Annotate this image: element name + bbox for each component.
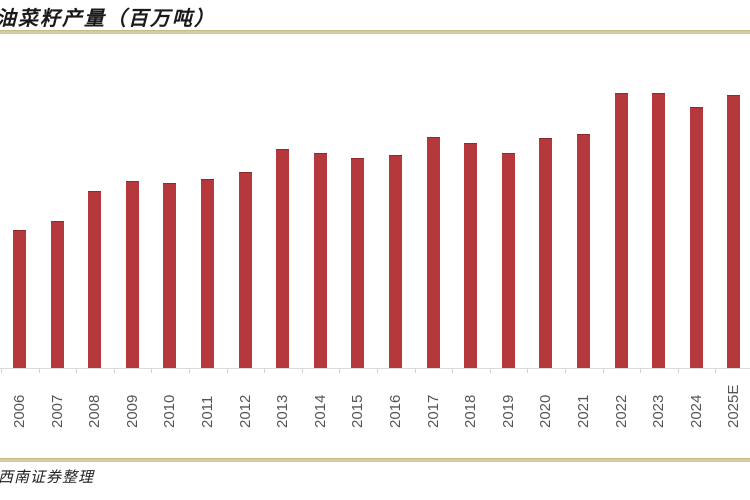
x-tick-label: 2020 — [537, 394, 555, 428]
x-tick-label: 2011 — [199, 395, 216, 428]
bar-2021 — [577, 133, 590, 368]
bar-2017 — [426, 137, 440, 368]
bar-2006 — [13, 230, 26, 368]
x-tick — [414, 369, 416, 373]
bar-2020 — [539, 138, 553, 368]
x-tick-label: 2006 — [11, 394, 28, 428]
x-tick — [565, 369, 566, 373]
x-tick — [640, 369, 642, 373]
x-tick — [489, 369, 491, 373]
x-tick-label: 2017 — [424, 394, 442, 428]
x-tick-label: 2021 — [575, 394, 592, 428]
bottom-divider — [0, 458, 750, 462]
x-tick-label: 2014 — [311, 394, 329, 428]
bar-2009 — [125, 181, 139, 368]
x-tick-label: 2024 — [687, 394, 705, 428]
x-tick — [677, 369, 679, 373]
top-divider — [0, 30, 750, 34]
bar-2016 — [389, 155, 402, 368]
x-tick — [377, 369, 378, 373]
x-tick-label: 2009 — [123, 394, 141, 428]
bar-2010 — [163, 183, 177, 368]
bar-2018 — [464, 143, 478, 368]
bar-2014 — [313, 153, 327, 368]
bar-2011 — [201, 179, 214, 368]
source-note: 西南证券整理 — [0, 468, 95, 486]
bar-2022 — [614, 93, 628, 368]
bar-2012 — [238, 172, 252, 368]
bar-2019 — [501, 153, 515, 368]
x-tick-label: 2016 — [387, 394, 404, 428]
x-tick-label: 2010 — [161, 394, 179, 428]
x-tick-label: 2007 — [48, 394, 66, 428]
bar-2007 — [50, 221, 64, 368]
x-tick — [527, 369, 529, 373]
x-tick-label: 2013 — [274, 394, 292, 428]
x-tick — [602, 369, 604, 373]
bar-2013 — [276, 149, 290, 368]
x-tick — [226, 369, 228, 373]
x-tick-label: 2012 — [236, 394, 254, 428]
x-tick — [76, 369, 78, 373]
x-tick — [264, 369, 266, 373]
x-tick-label: 2023 — [650, 394, 668, 428]
x-axis-line — [0, 368, 750, 369]
x-tick-label: 2022 — [612, 394, 630, 428]
x-tick — [189, 369, 190, 373]
x-tick-label: 2018 — [462, 394, 480, 428]
x-tick — [301, 369, 303, 373]
x-tick — [452, 369, 454, 373]
x-tick — [339, 369, 341, 373]
x-tick-label: 2019 — [499, 394, 517, 428]
plot-area — [0, 40, 750, 368]
x-tick — [151, 369, 153, 373]
chart-title: 油菜籽产量（百万吨） — [0, 6, 216, 30]
x-tick-label: 2015 — [349, 394, 367, 428]
bar-2025E — [727, 95, 741, 368]
x-tick-label: 2008 — [86, 394, 104, 428]
x-tick-label: 2025E — [725, 384, 743, 428]
bar-2015 — [351, 158, 365, 368]
x-tick — [38, 369, 40, 373]
x-tick — [715, 369, 717, 373]
bar-2023 — [652, 93, 666, 368]
bar-2024 — [689, 107, 703, 368]
x-tick — [113, 369, 115, 373]
bar-2008 — [88, 191, 102, 368]
x-tick — [1, 369, 2, 373]
